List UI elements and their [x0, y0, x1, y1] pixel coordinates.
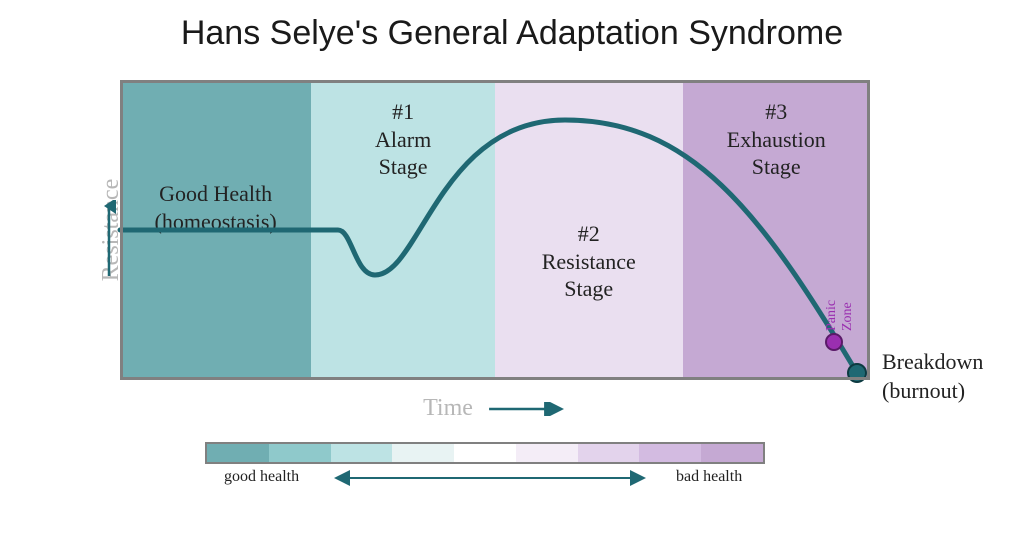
gradient-cell	[207, 444, 269, 462]
gradient-cell	[578, 444, 640, 462]
breakdown-line1: Breakdown	[882, 349, 983, 374]
health-gradient-bar	[205, 442, 765, 464]
gradient-arrow-icon	[330, 470, 650, 486]
gradient-good-label: good health	[224, 468, 299, 486]
x-axis-text: Time	[423, 395, 473, 422]
gradient-cell	[516, 444, 578, 462]
chart-area: Resistance Good Health(homeostasis)#1Ala…	[120, 80, 870, 380]
x-axis-label: Time	[423, 395, 567, 422]
y-axis-arrow-icon	[102, 200, 116, 280]
breakdown-line2: (burnout)	[882, 378, 965, 403]
page-title: Hans Selye's General Adaptation Syndrome	[0, 0, 1024, 53]
gradient-bad-label: bad health	[676, 468, 742, 486]
gradient-cell	[454, 444, 516, 462]
gradient-cell	[269, 444, 331, 462]
gradient-cell	[701, 444, 763, 462]
chart-border	[120, 80, 870, 380]
gradient-cell	[392, 444, 454, 462]
x-axis-arrow-icon	[487, 402, 567, 416]
gradient-cell	[331, 444, 393, 462]
breakdown-label: Breakdown (burnout)	[882, 348, 983, 405]
panic-zone-label: Panic Zone	[824, 271, 856, 331]
gradient-cell	[639, 444, 701, 462]
